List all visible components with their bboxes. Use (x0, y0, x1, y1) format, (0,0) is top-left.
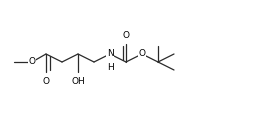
Text: H: H (107, 63, 113, 72)
Text: O: O (138, 49, 146, 58)
Text: O: O (29, 57, 36, 66)
Text: O: O (122, 31, 129, 40)
Text: O: O (42, 77, 50, 86)
Text: N: N (107, 49, 113, 58)
Text: OH: OH (71, 77, 85, 86)
